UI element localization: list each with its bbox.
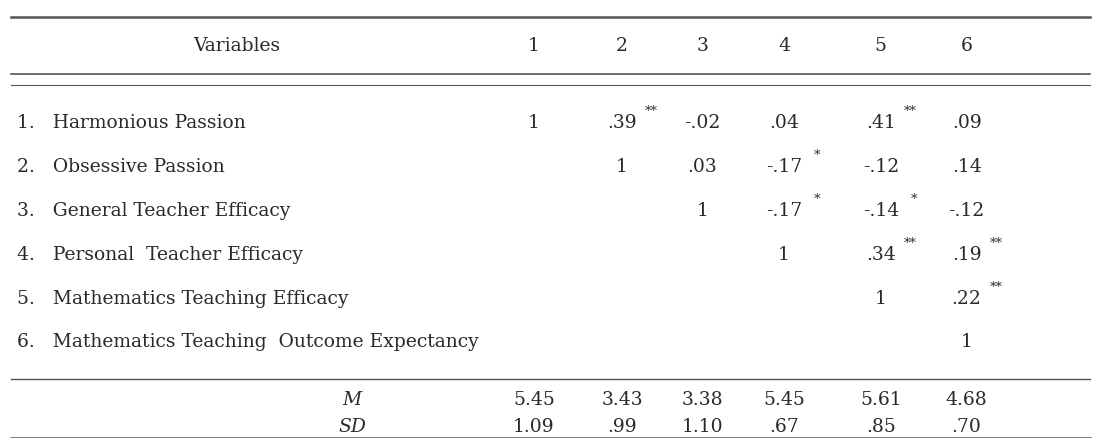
Text: 1: 1	[697, 201, 708, 219]
Text: -.17: -.17	[766, 201, 802, 219]
Text: 1: 1	[528, 113, 539, 132]
Text: .34: .34	[865, 245, 896, 263]
Text: 1: 1	[875, 289, 886, 307]
Text: 5.45: 5.45	[513, 390, 555, 409]
Text: .70: .70	[951, 417, 982, 435]
Text: 1: 1	[778, 245, 789, 263]
Text: 3.38: 3.38	[682, 390, 723, 409]
Text: .19: .19	[952, 245, 981, 263]
Text: 3.43: 3.43	[601, 390, 643, 409]
Text: -.02: -.02	[684, 113, 721, 132]
Text: **: **	[990, 237, 1003, 250]
Text: .41: .41	[865, 113, 896, 132]
Text: 5.45: 5.45	[763, 390, 805, 409]
Text: .39: .39	[608, 113, 636, 132]
Text: **: **	[645, 105, 658, 118]
Text: 3: 3	[697, 37, 708, 55]
Text: SD: SD	[338, 417, 367, 435]
Text: -.17: -.17	[766, 157, 802, 176]
Text: .85: .85	[865, 417, 896, 435]
Text: *: *	[814, 149, 820, 162]
Text: **: **	[904, 237, 917, 250]
Text: **: **	[990, 280, 1003, 293]
Text: .99: .99	[608, 417, 636, 435]
Text: 1: 1	[528, 37, 539, 55]
Text: 1.10: 1.10	[682, 417, 723, 435]
Text: 1.   Harmonious Passion: 1. Harmonious Passion	[17, 113, 246, 132]
Text: .14: .14	[951, 157, 982, 176]
Text: 2.   Obsessive Passion: 2. Obsessive Passion	[17, 157, 225, 176]
Text: 1: 1	[961, 332, 972, 351]
Text: -.12: -.12	[863, 157, 898, 176]
Text: 3.   General Teacher Efficacy: 3. General Teacher Efficacy	[17, 201, 290, 219]
Text: -.12: -.12	[949, 201, 984, 219]
Text: .04: .04	[768, 113, 799, 132]
Text: .67: .67	[768, 417, 799, 435]
Text: 6: 6	[961, 37, 972, 55]
Text: *: *	[814, 193, 820, 206]
Text: **: **	[904, 105, 917, 118]
Text: 1: 1	[617, 157, 628, 176]
Text: Variables: Variables	[193, 37, 281, 55]
Text: .09: .09	[951, 113, 982, 132]
Text: 4: 4	[778, 37, 789, 55]
Text: 5.61: 5.61	[860, 390, 902, 409]
Text: .03: .03	[687, 157, 718, 176]
Text: 4.   Personal  Teacher Efficacy: 4. Personal Teacher Efficacy	[17, 245, 303, 263]
Text: 2: 2	[617, 37, 628, 55]
Text: 5: 5	[875, 37, 886, 55]
Text: 5.   Mathematics Teaching Efficacy: 5. Mathematics Teaching Efficacy	[17, 289, 348, 307]
Text: 1.09: 1.09	[513, 417, 555, 435]
Text: 4.68: 4.68	[946, 390, 988, 409]
Text: *: *	[911, 193, 917, 206]
Text: 6.   Mathematics Teaching  Outcome Expectancy: 6. Mathematics Teaching Outcome Expectan…	[17, 332, 478, 351]
Text: M: M	[342, 390, 362, 409]
Text: -.14: -.14	[863, 201, 898, 219]
Text: .22: .22	[951, 289, 982, 307]
